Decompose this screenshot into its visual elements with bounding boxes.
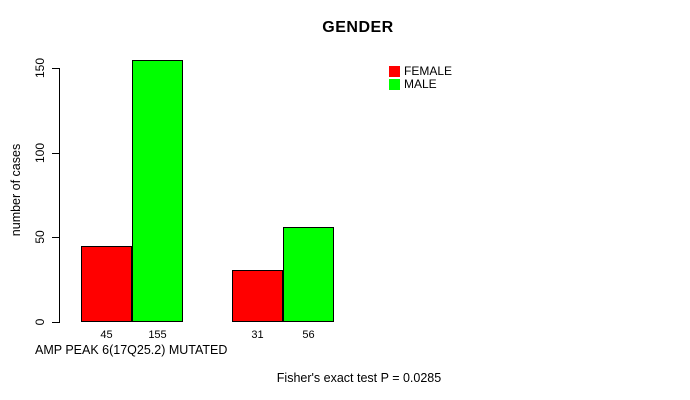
bar-value-label: 155 <box>148 329 167 341</box>
y-tick-label: 150 <box>33 57 47 79</box>
bar-value-label: 31 <box>251 329 264 341</box>
legend-item: FEMALE <box>389 65 452 77</box>
y-tick-label: 0 <box>33 318 47 326</box>
chart-title: GENDER <box>322 19 394 36</box>
y-tick-label: 50 <box>33 230 47 244</box>
y-tick <box>52 68 59 69</box>
x-axis-label: AMP PEAK 6(17Q25.2) MUTATED <box>35 343 228 357</box>
bar <box>132 60 183 322</box>
legend-label: FEMALE <box>404 64 453 78</box>
bar <box>81 246 132 322</box>
y-tick <box>52 153 59 154</box>
bar <box>232 270 283 322</box>
legend-label: MALE <box>404 77 437 91</box>
legend-swatch <box>389 78 400 90</box>
y-tick-label: 100 <box>33 142 47 164</box>
y-tick <box>52 237 59 238</box>
y-tick <box>52 322 59 323</box>
stat-annotation: Fisher's exact test P = 0.0285 <box>276 371 442 385</box>
bar-value-label: 45 <box>100 329 113 341</box>
bar <box>283 227 334 322</box>
y-axis-line <box>59 68 60 323</box>
legend: FEMALE MALE <box>389 65 452 91</box>
legend-swatch <box>389 65 400 77</box>
bar-value-label: 56 <box>302 329 315 341</box>
legend-item: MALE <box>389 78 452 90</box>
